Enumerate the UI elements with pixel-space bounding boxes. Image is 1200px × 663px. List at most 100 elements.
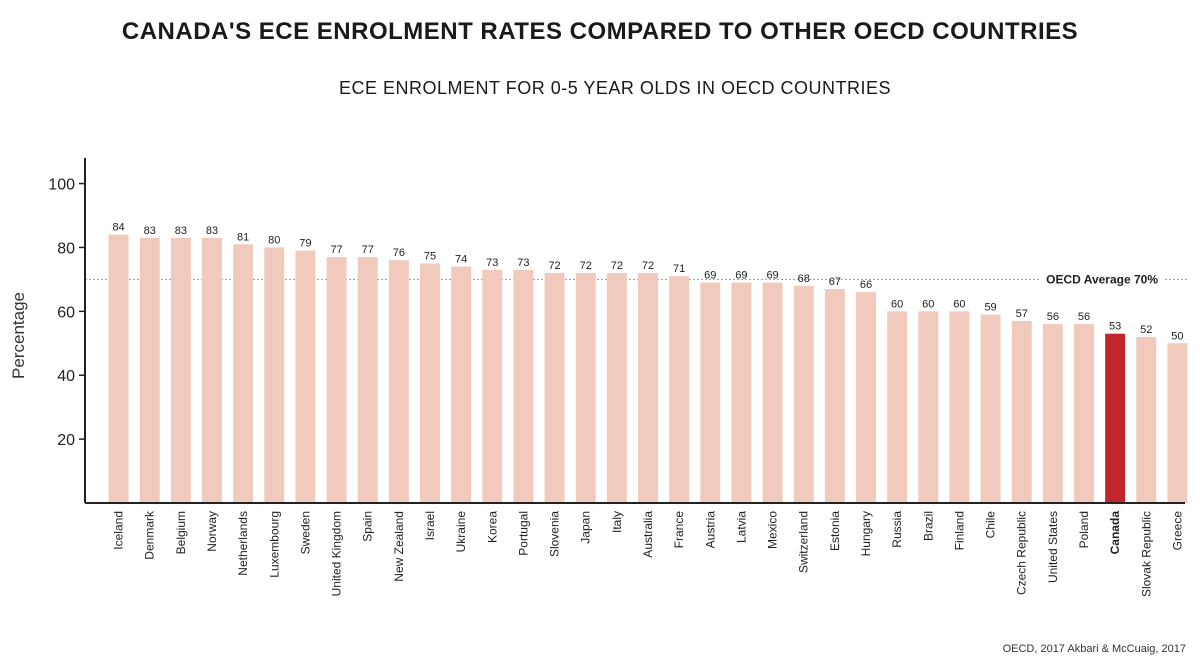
bar xyxy=(669,276,690,503)
category-label: United Kingdom xyxy=(330,511,344,596)
data-label: 60 xyxy=(922,298,934,310)
category-label: New Zealand xyxy=(392,511,406,582)
data-label: 57 xyxy=(1016,308,1028,320)
data-label: 60 xyxy=(891,298,903,310)
category-label: Czech Republic xyxy=(1015,511,1029,595)
data-label: 50 xyxy=(1171,330,1183,342)
category-label: Netherlands xyxy=(236,511,250,576)
bar xyxy=(575,273,596,503)
data-label: 75 xyxy=(424,250,436,262)
bar xyxy=(1136,336,1157,503)
category-label: Slovenia xyxy=(548,511,562,557)
data-label: 69 xyxy=(704,270,716,282)
bar xyxy=(700,282,721,503)
data-label: 83 xyxy=(206,225,218,237)
data-label: 68 xyxy=(798,273,810,285)
source-note: OECD, 2017 Akbari & McCuaig, 2017 xyxy=(1002,643,1186,655)
category-label: Estonia xyxy=(828,511,842,551)
bar xyxy=(856,292,876,503)
bar xyxy=(980,314,1001,503)
category-label: Chile xyxy=(984,511,998,539)
category-label: Russia xyxy=(890,511,904,548)
data-label: 60 xyxy=(953,298,965,310)
category-label: Brazil xyxy=(921,511,935,541)
bar xyxy=(482,269,503,503)
reference-label-background xyxy=(1040,270,1165,289)
data-label: 83 xyxy=(175,225,187,237)
data-label: 56 xyxy=(1047,311,1059,323)
category-label: Austria xyxy=(703,511,717,549)
category-label: Norway xyxy=(205,511,219,552)
bar xyxy=(544,273,565,503)
bar xyxy=(606,273,627,503)
data-label: 72 xyxy=(642,260,654,272)
bar xyxy=(1167,343,1188,503)
bar xyxy=(420,263,440,503)
bar xyxy=(388,260,409,503)
category-label: Israel xyxy=(423,511,437,540)
data-label: 56 xyxy=(1078,311,1090,323)
bar xyxy=(824,288,845,503)
bar xyxy=(202,237,222,503)
category-label: Slovak Republic xyxy=(1139,511,1153,597)
data-label: 77 xyxy=(330,244,342,256)
bar xyxy=(108,234,129,503)
data-label: 53 xyxy=(1109,321,1121,333)
category-label: Sweden xyxy=(298,511,312,554)
category-label: Mexico xyxy=(766,511,780,549)
bar xyxy=(326,257,347,503)
data-label: 69 xyxy=(766,270,778,282)
bar xyxy=(357,257,378,503)
category-label: Korea xyxy=(485,511,499,543)
bar xyxy=(762,282,783,503)
bar xyxy=(918,311,939,503)
bar xyxy=(513,269,534,503)
data-label: 74 xyxy=(455,254,467,266)
category-label: Luxembourg xyxy=(267,511,281,578)
y-tick-label: 60 xyxy=(57,304,75,321)
category-label: United States xyxy=(1046,511,1060,583)
data-label: 73 xyxy=(486,257,498,269)
bar xyxy=(1011,320,1032,503)
bar xyxy=(1042,324,1063,503)
bar xyxy=(233,244,254,503)
y-tick-label: 20 xyxy=(57,432,75,449)
bar xyxy=(451,266,472,503)
data-label: 71 xyxy=(673,263,685,275)
bar xyxy=(1105,333,1126,503)
category-label: Spain xyxy=(361,511,375,542)
category-label: Italy xyxy=(610,511,624,533)
category-label: Ukraine xyxy=(454,511,468,553)
category-label: Poland xyxy=(1077,511,1091,548)
data-label: 76 xyxy=(393,247,405,259)
bar xyxy=(295,250,316,503)
category-label: Japan xyxy=(579,511,593,544)
category-label: France xyxy=(672,511,686,549)
category-label: Denmark xyxy=(143,510,157,560)
bar xyxy=(139,237,160,503)
y-axis-label: Percentage xyxy=(9,292,28,379)
data-label: 73 xyxy=(517,257,529,269)
data-label: 80 xyxy=(268,234,280,246)
bar xyxy=(731,282,752,503)
category-label: Belgium xyxy=(174,511,188,554)
bar xyxy=(887,311,908,503)
category-label: Hungary xyxy=(859,511,873,556)
chart-title: CANADA'S ECE ENROLMENT RATES COMPARED TO… xyxy=(121,18,1079,45)
bar xyxy=(793,285,814,503)
category-label: Australia xyxy=(641,511,655,558)
data-label: 72 xyxy=(580,260,592,272)
y-tick-label: 40 xyxy=(57,368,75,385)
data-label: 72 xyxy=(611,260,623,272)
category-label: Greece xyxy=(1170,511,1184,551)
category-label: Latvia xyxy=(734,511,748,543)
y-tick-label: 80 xyxy=(57,240,75,257)
chart-subtitle: ECE ENROLMENT FOR 0-5 YEAR OLDS IN OECD … xyxy=(339,78,891,98)
bar xyxy=(1074,324,1094,503)
bar xyxy=(170,237,191,503)
data-label: 59 xyxy=(984,302,996,314)
category-label: Canada xyxy=(1108,511,1122,555)
data-label: 84 xyxy=(112,222,124,234)
category-label: Portugal xyxy=(516,511,530,556)
